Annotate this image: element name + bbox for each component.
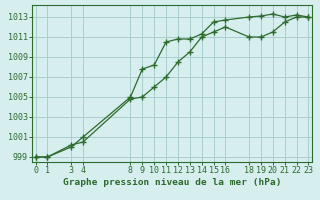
X-axis label: Graphe pression niveau de la mer (hPa): Graphe pression niveau de la mer (hPa) bbox=[63, 178, 281, 187]
